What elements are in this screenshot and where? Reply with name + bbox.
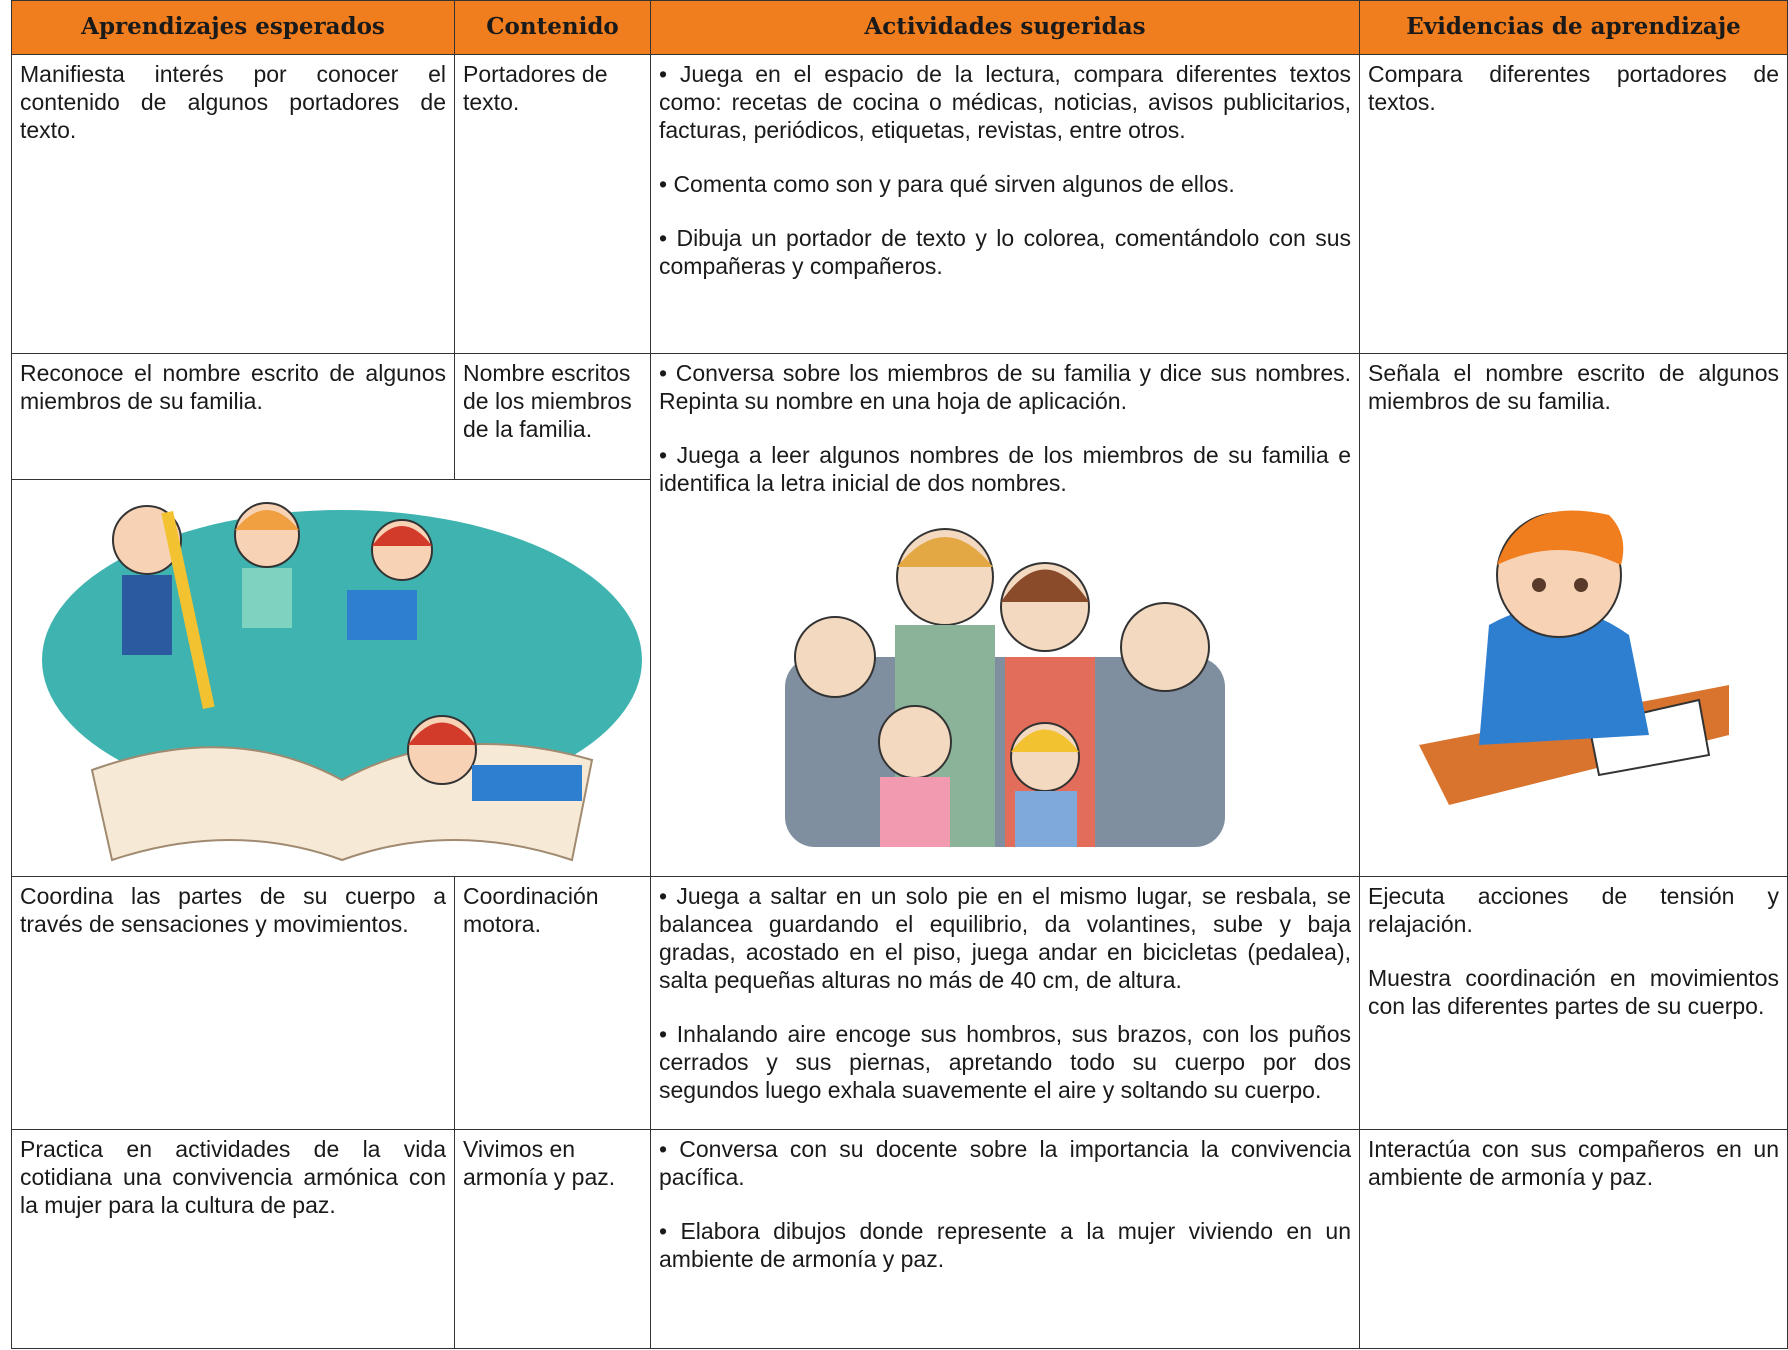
cell: • Conversa con su docente sobre la impor… [650, 1129, 1360, 1350]
cell: Nombre escritos de los miembros de la fa… [454, 353, 651, 480]
activity: • Juega a saltar en un solo pie en el mi… [659, 883, 1351, 994]
activity: • Juega en el espacio de la lectura, com… [659, 61, 1351, 144]
cell: Interactúa con sus compañeros en un ambi… [1359, 1129, 1788, 1350]
cell: Ejecuta acciones de tensión y relajación… [1359, 876, 1788, 1131]
activity: • Comenta como son y para qué sirven alg… [659, 171, 1235, 198]
row: Practica en actividades de la vida cotid… [11, 1129, 1788, 1350]
cell: Portadores de texto. [454, 54, 651, 354]
cell: Coordinación motora. [454, 876, 651, 1131]
activity: • Conversa sobre los miembros de su fami… [659, 360, 1351, 415]
cell: Señala el nombre escrito de algunos miem… [1359, 352, 1788, 878]
family-illustration [785, 528, 1225, 848]
cell: • Conversa sobre los miembros de su fami… [650, 352, 1360, 878]
activity: • Inhalando aire encoge sus hombros, sus… [659, 1021, 1351, 1104]
evidence: Interactúa con sus compañeros en un ambi… [1368, 1136, 1779, 1191]
evidence: Compara diferentes portadores de textos. [1368, 61, 1779, 116]
cell: Reconoce el nombre escrito de algunos mi… [11, 353, 455, 480]
children-illustration [42, 502, 642, 862]
cell: Compara diferentes portadores de textos. [1359, 54, 1788, 354]
header-cell: Evidencias de aprendizaje [1359, 0, 1788, 55]
cell [11, 478, 651, 878]
activity: • Elabora dibujos donde represente a la … [659, 1218, 1351, 1273]
row: Reconoce el nombre escrito de algunos mi… [11, 352, 1788, 878]
header-cell: Contenido [454, 0, 651, 55]
activity: • Conversa con su docente sobre la impor… [659, 1136, 1351, 1191]
cell: Vivimos en armonía y paz. [454, 1129, 651, 1350]
row: Coordina las partes de su cuerpo a travé… [11, 876, 1788, 1131]
cell: Practica en actividades de la vida cotid… [11, 1129, 455, 1350]
planning-table: Aprendizajes esperados Contenido Activid… [11, 0, 1788, 1350]
activity: • Juega a leer algunos nombres de los mi… [659, 442, 1351, 497]
cell: Manifiesta interés por conocer el conten… [11, 54, 455, 354]
activity: • Dibuja un portador de texto y lo color… [659, 225, 1351, 280]
cell: • Juega en el espacio de la lectura, com… [650, 54, 1360, 354]
header-row: Aprendizajes esperados Contenido Activid… [11, 0, 1788, 55]
evidence: Muestra coordinación en movimientos con … [1368, 965, 1779, 1020]
evidence: Ejecuta acciones de tensión y relajación… [1368, 883, 1779, 938]
cell: • Juega a saltar en un solo pie en el mi… [650, 876, 1360, 1131]
header-cell: Aprendizajes esperados [11, 0, 455, 55]
row: Manifiesta interés por conocer el conten… [11, 54, 1788, 354]
header-cell: Actividades sugeridas [650, 0, 1360, 55]
boy-illustration [1418, 510, 1729, 806]
image-row [11, 478, 1788, 878]
evidence: Señala el nombre escrito de algunos miem… [1368, 360, 1779, 415]
cell: Coordina las partes de su cuerpo a travé… [11, 876, 455, 1131]
